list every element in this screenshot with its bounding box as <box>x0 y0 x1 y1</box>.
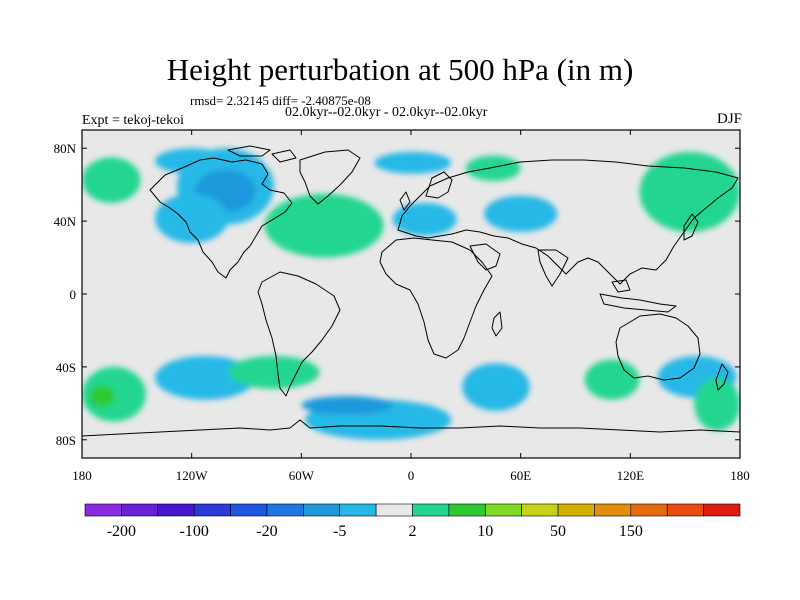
anomaly-region-positive-20 <box>694 377 740 431</box>
y-tick-label: 80N <box>54 141 77 156</box>
coast-south-america <box>257 271 341 397</box>
colorbar-swatch <box>303 503 341 517</box>
x-tick-label: 120E <box>617 468 645 483</box>
coast-africa <box>379 237 493 359</box>
stats-line: rmsd= 2.32145 diff= -2.40875e-08 <box>190 93 371 108</box>
experiment-label: Expt = tekoj-tekoi <box>82 113 184 128</box>
y-tick-label: 40S <box>56 360 76 375</box>
anomaly-region-negative-10 <box>155 355 256 400</box>
anomaly-region-positive-13 <box>264 193 384 258</box>
colorbar-swatch <box>557 503 595 517</box>
colorbar-swatch <box>448 503 486 517</box>
colorbar-swatch <box>412 503 450 517</box>
colorbar-swatch <box>375 503 413 517</box>
coast-india <box>537 249 569 287</box>
y-tick-label: 40N <box>54 214 77 229</box>
colorbar-swatch <box>703 503 741 517</box>
coast-japan <box>683 213 699 241</box>
colorbar-swatch <box>230 503 268 517</box>
coast-madagascar <box>491 311 503 337</box>
colorbar-swatch <box>193 503 231 517</box>
colorbar-swatch <box>666 503 704 517</box>
colorbar-swatch <box>266 503 304 517</box>
colorbar-label: -200 <box>107 523 136 540</box>
anomaly-region-negative-3 <box>155 148 229 174</box>
x-tick-label: 0 <box>408 468 415 483</box>
colorbar-label: 150 <box>619 523 643 540</box>
anomaly-region-positive-12 <box>82 157 141 203</box>
colorbar-swatch <box>521 503 559 517</box>
colorbar-label: 50 <box>550 523 566 540</box>
coastlines <box>82 145 740 437</box>
colorbar-swatch <box>84 503 122 517</box>
coast-antarctica <box>82 419 740 437</box>
colorbar-swatch <box>594 503 632 517</box>
anomaly-region-negative-5 <box>392 202 457 236</box>
y-tick-label: 0 <box>70 287 77 302</box>
coast-eurasia <box>397 159 739 285</box>
colorbar-label: 2 <box>409 523 417 540</box>
anomaly-region-negative-9 <box>462 363 530 411</box>
coast-north-america <box>149 157 293 279</box>
anomaly-region-positive-19 <box>584 359 640 400</box>
coast-indonesia <box>599 279 677 313</box>
anomaly-region-negative-8 <box>301 396 393 415</box>
chart-title: Height perturbation at 500 hPa (in m) <box>166 52 634 87</box>
anomaly-region-negative-2 <box>155 193 229 243</box>
colorbar-swatch <box>339 503 377 517</box>
coast-arabia <box>469 243 501 271</box>
anomaly-region-negative-6 <box>484 195 558 233</box>
anomaly-region-positive-17 <box>89 385 115 407</box>
x-tick-label: 120W <box>176 468 209 483</box>
colorbar-swatch <box>484 503 522 517</box>
colorbar-label: -20 <box>256 523 277 540</box>
colorbar-label: -5 <box>333 523 346 540</box>
period-label: 02.0kyr--02.0kyr - 02.0kyr--02.0kyr <box>285 105 488 120</box>
x-tick-label: 60W <box>289 468 315 483</box>
coast-scandinavia <box>425 171 453 199</box>
x-tick-label: 180 <box>730 468 750 483</box>
colorbar-swatch <box>157 503 195 517</box>
coast-australia <box>615 313 701 381</box>
x-tick-label: 180 <box>72 468 92 483</box>
colorbar-label: -100 <box>180 523 209 540</box>
coast-new-zealand <box>715 363 729 391</box>
anomaly-region-negative-4 <box>374 151 452 174</box>
colorbar-swatch <box>630 503 668 517</box>
y-tick-label: 80S <box>56 433 76 448</box>
colorbar-label: 10 <box>477 523 493 540</box>
season-label: DJF <box>716 111 742 127</box>
coast-greenland <box>299 149 361 205</box>
coast-british-isles <box>399 191 411 211</box>
coast-arctic-islands <box>227 145 297 163</box>
x-tick-label: 60E <box>510 468 531 483</box>
anomaly-region-positive-14 <box>465 155 521 182</box>
colorbar-swatch <box>121 503 159 517</box>
anomaly-region-positive-18 <box>228 355 320 389</box>
